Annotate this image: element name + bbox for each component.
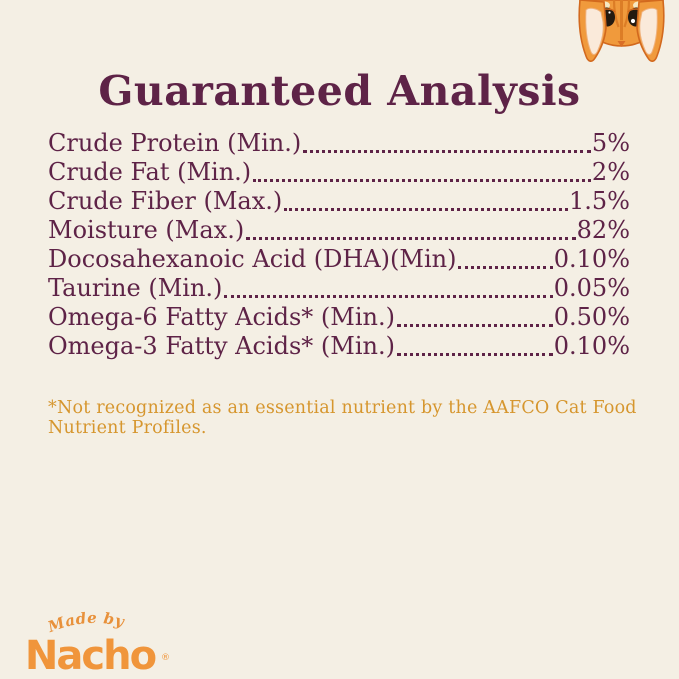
- analysis-row: Moisture (Max.) 82%: [48, 216, 630, 245]
- analysis-row: Omega-6 Fatty Acids* (Min.) 0.50%: [48, 303, 630, 332]
- nutrient-label: Crude Fiber (Max.): [48, 187, 283, 215]
- made-by-arc-text: Made by: [44, 610, 126, 636]
- dot-leader: [396, 353, 553, 356]
- brand-name: Nacho ®: [12, 636, 170, 676]
- nutrient-label: Moisture (Max.): [48, 216, 245, 244]
- dot-leader: [253, 179, 591, 182]
- nutrient-value: 5%: [591, 129, 630, 157]
- registered-trademark-icon: ®: [161, 653, 170, 663]
- nutrient-label: Omega-3 Fatty Acids* (Min.): [48, 332, 395, 360]
- brand-name-text: Nacho: [24, 633, 157, 679]
- analysis-row: Taurine (Min.) 0.05%: [48, 274, 630, 303]
- made-by-nacho-logo: Made by Nacho ®: [12, 610, 170, 676]
- analysis-table: Crude Protein (Min.) 5% Crude Fat (Min.)…: [48, 129, 630, 361]
- nutrient-value: 82%: [576, 216, 630, 244]
- page-title: Guaranteed Analysis: [98, 67, 581, 116]
- nutrient-label: Omega-6 Fatty Acids* (Min.): [48, 303, 395, 331]
- nutrient-label: Taurine (Min.): [48, 274, 223, 302]
- nutrient-value: 0.10%: [553, 245, 630, 273]
- orange-cat-peeking-icon: [578, 0, 665, 62]
- analysis-row: Crude Protein (Min.) 5%: [48, 129, 630, 158]
- nutrient-value: 0.50%: [553, 303, 630, 331]
- nutrient-value: 2%: [591, 158, 630, 186]
- nutrient-label: Crude Protein (Min.): [48, 129, 302, 157]
- dot-leader: [224, 295, 553, 298]
- dot-leader: [284, 208, 569, 211]
- analysis-row: Omega-3 Fatty Acids* (Min.) 0.10%: [48, 332, 630, 361]
- nutrient-label: Docosahexanoic Acid (DHA)(Min): [48, 245, 457, 273]
- nutrient-value: 0.10%: [553, 332, 630, 360]
- dot-leader: [458, 266, 553, 269]
- analysis-row: Crude Fiber (Max.) 1.5%: [48, 187, 630, 216]
- nutrient-label: Crude Fat (Min.): [48, 158, 252, 186]
- analysis-row: Docosahexanoic Acid (DHA)(Min) 0.10%: [48, 245, 630, 274]
- aafco-footnote: *Not recognized as an essential nutrient…: [48, 398, 637, 438]
- nutrient-value: 0.05%: [553, 274, 630, 302]
- nutrient-value: 1.5%: [569, 187, 630, 215]
- analysis-row: Crude Fat (Min.) 2%: [48, 158, 630, 187]
- dot-leader: [303, 150, 591, 153]
- dot-leader: [396, 324, 553, 327]
- dot-leader: [246, 237, 576, 240]
